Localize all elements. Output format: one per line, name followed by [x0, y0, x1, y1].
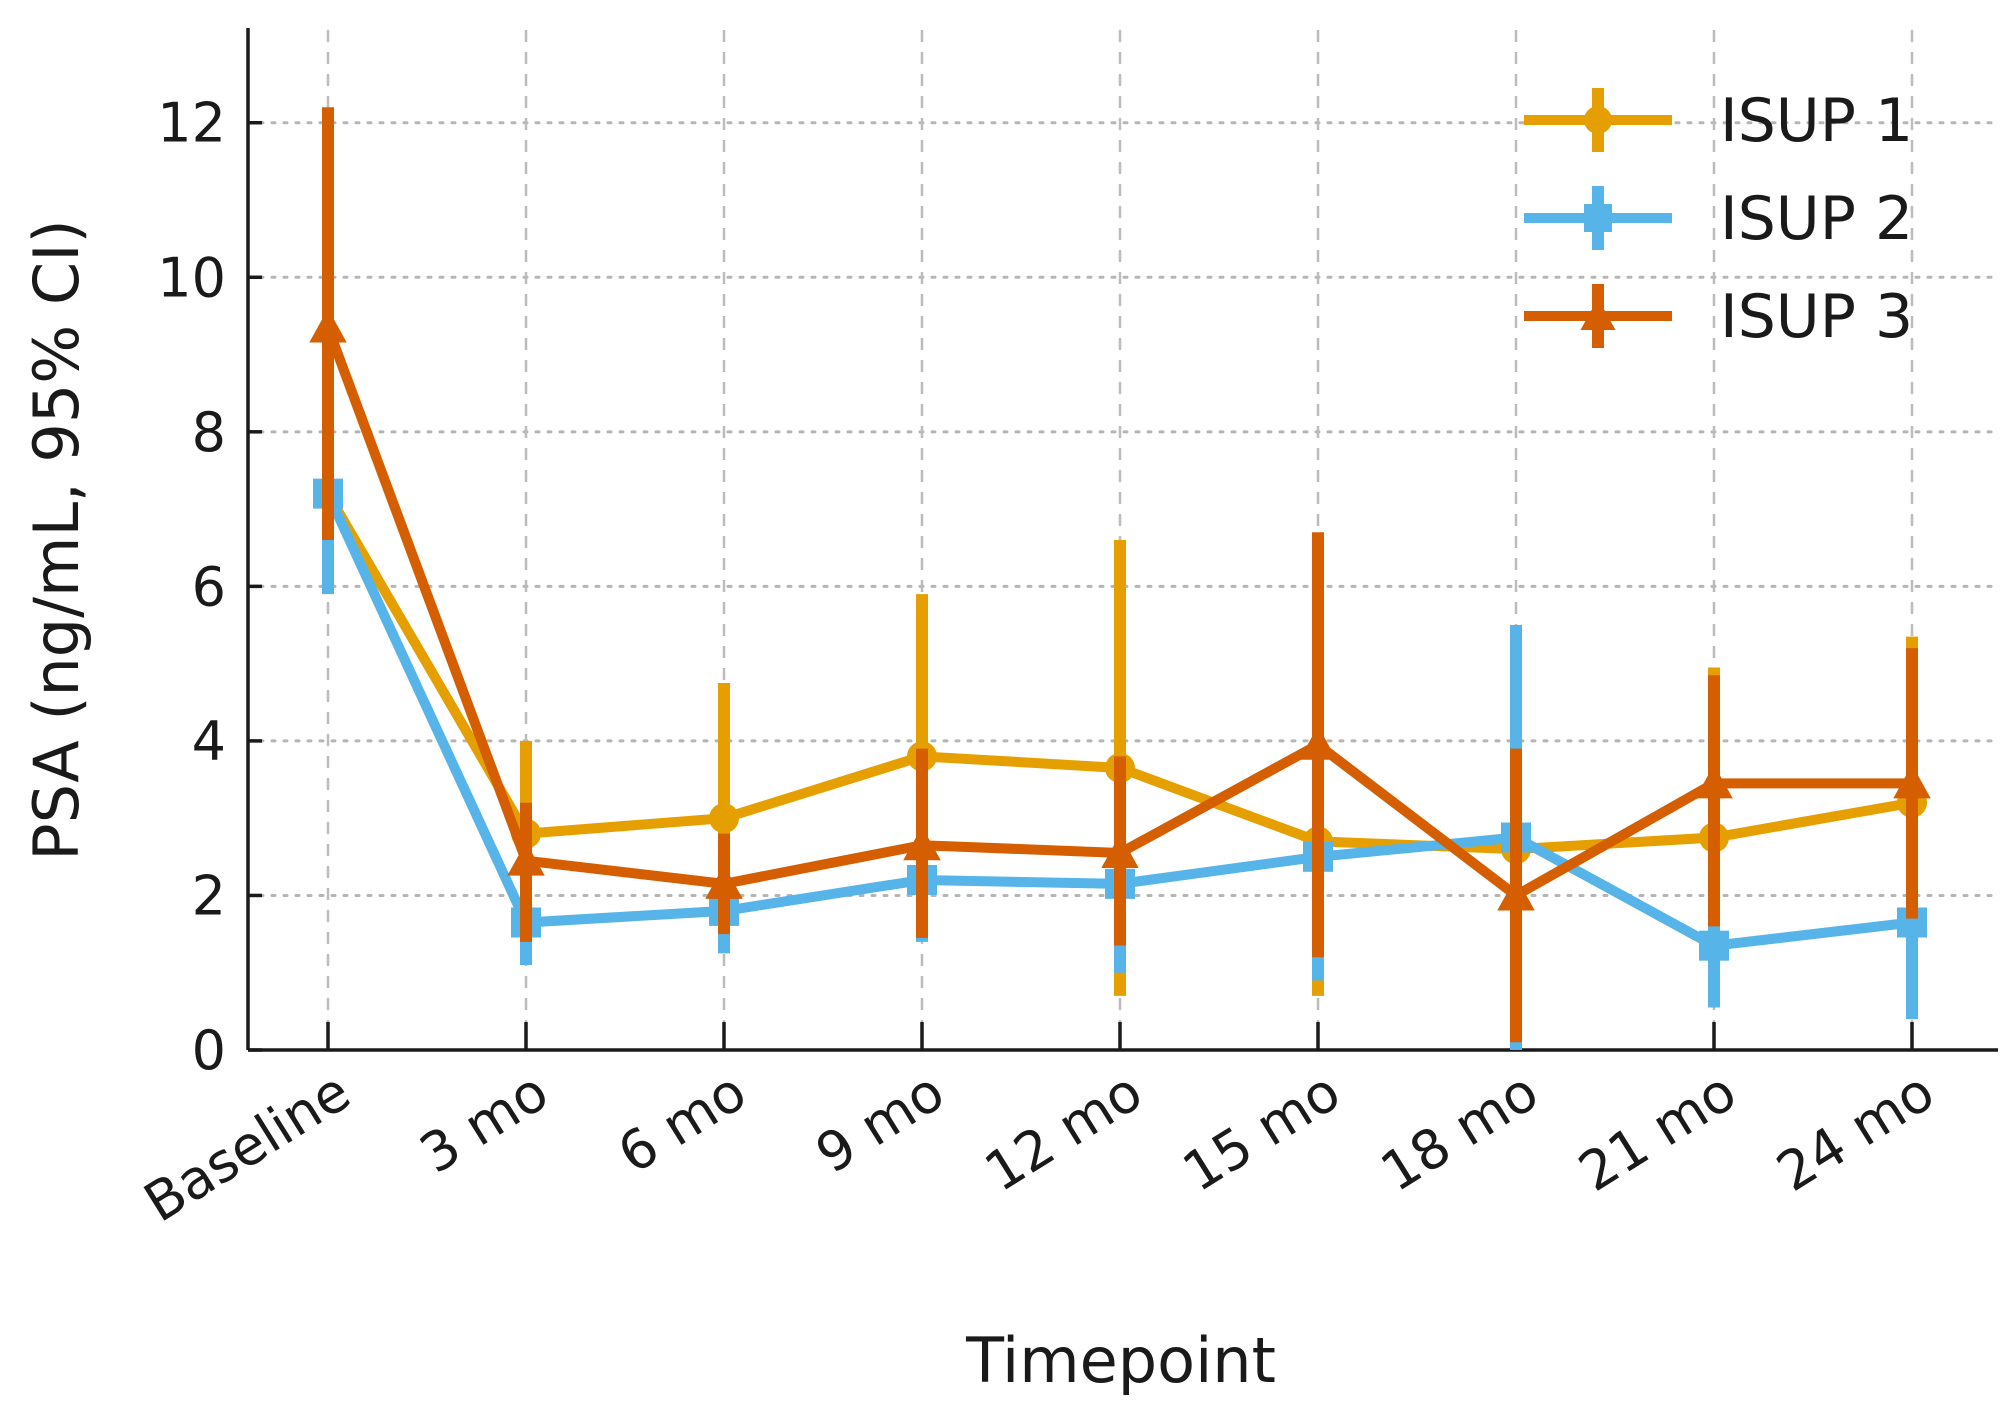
data-point-marker: [1893, 764, 1931, 799]
legend-label: ISUP 1: [1720, 86, 1913, 156]
x-tick-label: 18 mo: [1370, 1060, 1549, 1204]
data-point-marker: [1584, 204, 1612, 232]
data-point-marker: [1101, 834, 1139, 868]
data-point-marker: [1699, 930, 1729, 961]
legend-item-isup-3: ISUP 3: [1524, 282, 1913, 352]
y-tick-label: 6: [192, 555, 226, 618]
y-tick-label: 0: [192, 1019, 226, 1082]
data-point-marker: [705, 865, 743, 899]
data-point-marker: [507, 841, 545, 876]
x-tick-label: Baseline: [133, 1060, 361, 1235]
y-tick-label: 12: [157, 92, 226, 155]
x-tick-label: 12 mo: [974, 1060, 1153, 1204]
series-isup-3: [309, 107, 1931, 1043]
x-tick-label: 21 mo: [1568, 1060, 1747, 1204]
legend: ISUP 1 ISUP 2 ISUP 3: [1524, 86, 1913, 352]
y-tick-label: 4: [192, 710, 226, 773]
x-tick-label: 15 mo: [1172, 1060, 1351, 1204]
legend-label: ISUP 2: [1720, 184, 1913, 254]
x-tick-label: 9 mo: [805, 1060, 955, 1186]
data-point-marker: [1580, 298, 1616, 330]
data-point-marker: [709, 803, 739, 834]
x-tick-label: 24 mo: [1766, 1060, 1945, 1204]
x-tick-label: 6 mo: [607, 1060, 757, 1186]
legend-item-isup-2: ISUP 2: [1524, 184, 1913, 254]
legend-item-isup-1: ISUP 1: [1524, 86, 1913, 156]
legend-label: ISUP 3: [1720, 282, 1913, 352]
data-point-marker: [1497, 876, 1535, 911]
data-point-marker: [903, 826, 941, 861]
x-axis-title: Timepoint: [965, 1324, 1276, 1397]
y-tick-label: 10: [157, 246, 226, 309]
data-point-marker: [1584, 106, 1612, 134]
series-group: [309, 107, 1931, 1050]
y-tick-label: 8: [192, 401, 226, 464]
y-axis-title: PSA (ng/mL, 95% CI): [20, 219, 93, 860]
data-point-marker: [1695, 764, 1733, 799]
data-point-marker: [309, 308, 347, 343]
x-tick-label: 3 mo: [409, 1060, 559, 1186]
data-point-marker: [1299, 726, 1337, 760]
y-tick-label: 2: [192, 864, 226, 927]
